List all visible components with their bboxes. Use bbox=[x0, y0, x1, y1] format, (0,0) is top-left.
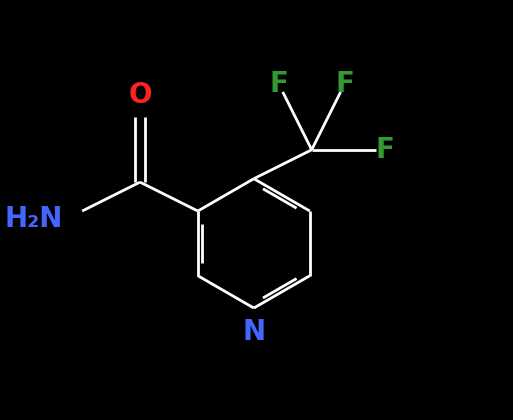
Text: H₂N: H₂N bbox=[5, 205, 63, 233]
Text: F: F bbox=[269, 70, 288, 97]
Text: O: O bbox=[128, 81, 152, 109]
Text: F: F bbox=[376, 136, 394, 164]
Text: N: N bbox=[242, 318, 265, 346]
Text: F: F bbox=[336, 70, 354, 97]
